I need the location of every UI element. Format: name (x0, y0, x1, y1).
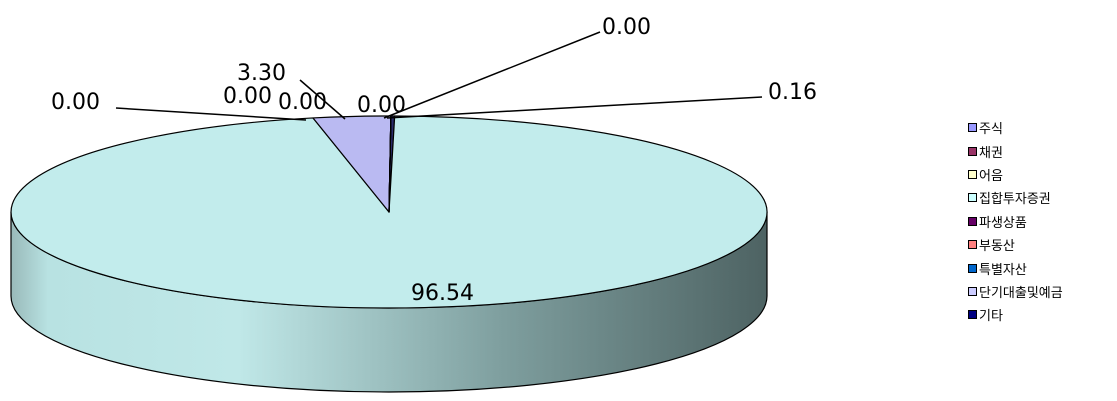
leader-lines (115, 31, 763, 121)
legend-item-stocks: 주식 (968, 116, 1063, 139)
legend-item-short-term-loans-deposits: 단기대출및예금 (968, 280, 1063, 303)
legend-swatch (968, 123, 977, 133)
legend-label: 부동산 (979, 239, 1015, 255)
legend-item-special-assets: 특별자산 (968, 256, 1063, 279)
legend-label: 기타 (979, 309, 1003, 325)
label-short-term-loans-deposits: 0.16 (768, 80, 817, 105)
legend-swatch (968, 193, 977, 203)
legend-item-bonds: 채권 (968, 139, 1063, 162)
legend-item-collective-investment: 집합투자증권 (968, 186, 1063, 209)
legend-label: 특별자산 (979, 262, 1027, 278)
legend-label: 집합투자증권 (979, 192, 1051, 208)
label-bonds: 0.00 (602, 15, 651, 40)
legend-item-real-estate: 부동산 (968, 233, 1063, 256)
label-bills: 0.00 (223, 84, 272, 109)
legend-swatch (968, 263, 977, 273)
legend-swatch (968, 240, 977, 250)
legend-swatch (968, 310, 977, 320)
legend-swatch (968, 169, 977, 179)
legend-label: 채권 (979, 145, 1003, 161)
label-other: 0.00 (357, 93, 406, 118)
legend-swatch (968, 286, 977, 296)
label-real-estate: 0.00 (51, 90, 100, 115)
label-derivatives: 0.00 (278, 90, 327, 115)
legend-item-derivatives: 파생상품 (968, 210, 1063, 233)
legend: 주식 채권 어음 집합투자증권 파생상품 부동산 특별자산 단기대출및예금 기타 (968, 116, 1063, 327)
legend-item-bills: 어음 (968, 163, 1063, 186)
label-collective-investment: 96.54 (411, 281, 474, 306)
legend-swatch (968, 146, 977, 156)
label-stocks: 3.30 (237, 61, 286, 86)
legend-item-other: 기타 (968, 303, 1063, 326)
legend-label: 단기대출및예금 (979, 285, 1063, 301)
legend-label: 파생상품 (979, 215, 1027, 231)
legend-swatch (968, 216, 977, 226)
legend-label: 어음 (979, 168, 1003, 184)
legend-label: 주식 (979, 122, 1003, 138)
